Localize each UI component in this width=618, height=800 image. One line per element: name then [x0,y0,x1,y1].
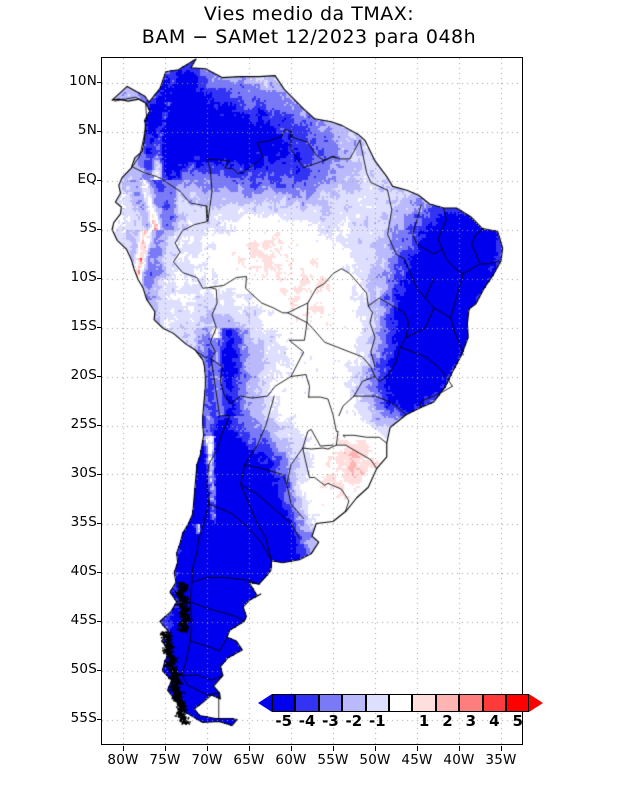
lon-label-65W: 65W [233,752,265,768]
lat-tick [97,718,102,720]
colorbar-band-1 [295,694,319,712]
lat-label-10S: 10S [70,268,97,285]
lon-tick [123,746,124,751]
colorbar-tick-5: 5 [512,712,523,730]
lon-tick [165,746,166,751]
lat-label-25S: 25S [70,415,97,432]
lat-tick [97,277,102,279]
colorbar-tick-4: 4 [489,712,500,730]
tmax-bias-heatmap [102,58,522,744]
lon-label-80W: 80W [107,752,139,768]
lat-tick [97,228,102,230]
lon-tick [249,746,250,751]
lon-tick [459,746,460,751]
colorbar-tick-1: 1 [418,712,430,730]
colorbar-tick-2: 2 [442,712,453,730]
colorbar-tick--2: -2 [345,712,363,730]
lon-tick [207,746,208,751]
lat-label-5N: 5N [77,121,97,138]
colorbar-band-4 [365,694,389,712]
colorbar-tick--3: -3 [322,712,339,730]
map-plot-frame [101,57,523,745]
lat-tick [97,81,102,83]
lat-label-35S: 35S [70,513,97,530]
lat-label-45S: 45S [70,611,97,628]
colorbar-band-10 [506,694,530,712]
colorbar-tick--5: -5 [275,712,293,730]
lat-label-10N: 10N [69,72,97,89]
lat-label-15S: 15S [70,317,97,334]
lat-tick [97,522,102,524]
lat-tick [97,375,102,377]
lat-label-5S: 5S [79,219,97,236]
lon-label-45W: 45W [401,752,433,768]
chart-title-line1: Vies medio da TMAX: [203,3,415,25]
lon-tick [291,746,292,751]
lat-tick [97,571,102,573]
lat-label-30S: 30S [70,464,97,481]
lon-label-75W: 75W [149,752,181,768]
lat-tick [97,130,102,132]
lon-tick [501,746,502,751]
colorbar-legend: -5 -4 -3 -2 -1 1 2 3 4 5 [258,694,544,734]
lat-label-50S: 50S [70,660,97,677]
latitude-axis: 10N 5N EQ 5S 10S 15S 20S 25S 30S 35S 40S 45S 50S 55S [45,57,102,745]
lon-label-60W: 60W [275,752,307,768]
colorbar-tick--4: -4 [298,712,316,730]
colorbar-band-9 [482,694,506,712]
colorbar-under-arrow [258,694,272,712]
lat-label-20S: 20S [70,366,97,383]
lat-tick [97,669,102,671]
colorbar-band-2 [318,694,343,712]
lat-tick [97,473,102,475]
lat-label-EQ: EQ [77,170,97,187]
colorbar-band-0 [272,694,296,712]
lat-tick [97,179,102,181]
colorbar-band-5 [389,694,413,712]
lon-label-50W: 50W [359,752,391,768]
lon-tick [375,746,376,751]
colorbar-over-arrow [529,694,544,712]
chart-title-line2: BAM − SAMet 12/2023 para 048h [141,26,477,48]
colorbar-tick-3: 3 [465,712,477,730]
lat-label-55S: 55S [70,709,97,726]
lat-tick [97,424,102,426]
colorbar-band-7 [435,694,460,712]
lon-label-35W: 35W [485,752,517,768]
lon-label-70W: 70W [191,752,223,768]
colorbar-band-3 [342,694,366,712]
colorbar-tick--1: -1 [368,712,386,730]
lat-tick [97,620,102,622]
colorbar-band-6 [412,694,436,712]
lat-label-40S: 40S [70,562,97,579]
lon-tick [333,746,334,751]
lon-tick [417,746,418,751]
colorbar-band-8 [459,694,483,712]
lat-tick [97,326,102,328]
lon-label-40W: 40W [443,752,475,768]
lon-label-55W: 55W [317,752,349,768]
longitude-axis: 80W 75W 70W 65W 60W 55W 50W 45W 40W 35W [101,746,525,772]
